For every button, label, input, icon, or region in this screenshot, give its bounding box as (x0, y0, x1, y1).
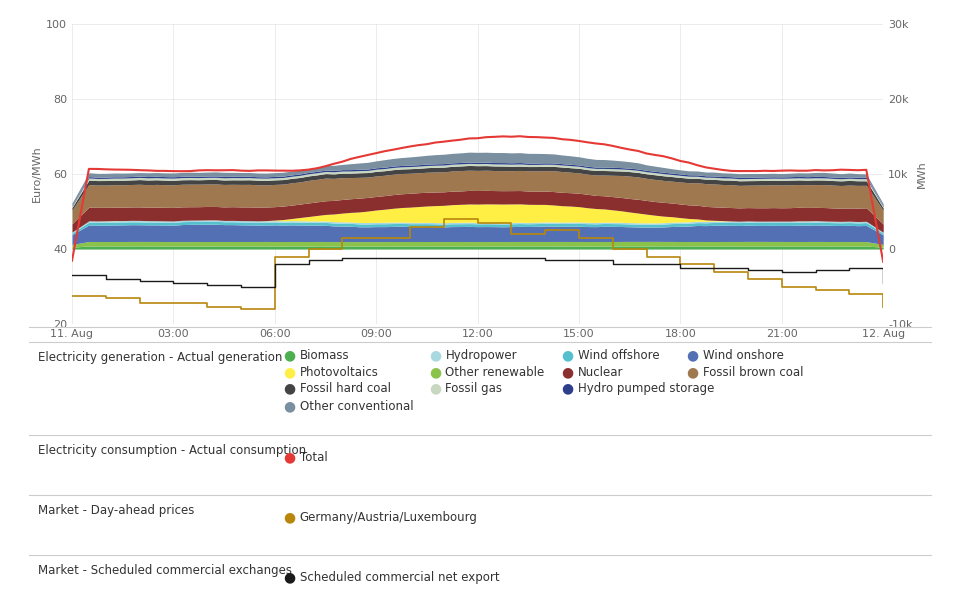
Text: Nuclear: Nuclear (578, 365, 623, 379)
Text: Fossil brown coal: Fossil brown coal (703, 365, 804, 379)
Text: ●: ● (429, 382, 442, 396)
Text: ●: ● (283, 348, 296, 362)
Text: Photovoltaics: Photovoltaics (300, 365, 378, 379)
Text: ●: ● (686, 348, 699, 362)
Text: Fossil gas: Fossil gas (445, 382, 502, 395)
Text: ●: ● (283, 510, 296, 524)
Text: ●: ● (562, 382, 574, 396)
Text: ●: ● (562, 365, 574, 379)
Text: ●: ● (283, 365, 296, 379)
Text: Hydro pumped storage: Hydro pumped storage (578, 382, 714, 395)
Text: ●: ● (283, 570, 296, 584)
Text: Total: Total (300, 451, 327, 464)
Y-axis label: MWh: MWh (917, 160, 926, 188)
Text: ●: ● (283, 399, 296, 413)
Text: Other renewable: Other renewable (445, 365, 544, 379)
Text: ●: ● (429, 365, 442, 379)
Text: Market - Scheduled commercial exchanges: Market - Scheduled commercial exchanges (38, 564, 293, 577)
Text: Other conventional: Other conventional (300, 400, 413, 413)
Text: Wind onshore: Wind onshore (703, 349, 783, 362)
Text: ●: ● (686, 365, 699, 379)
Y-axis label: Euro/MWh: Euro/MWh (32, 146, 42, 202)
Text: Wind offshore: Wind offshore (578, 349, 660, 362)
Text: Biomass: Biomass (300, 349, 349, 362)
Text: Electricity consumption - Actual consumption: Electricity consumption - Actual consump… (38, 444, 306, 457)
Text: ●: ● (283, 382, 296, 396)
Text: Germany/Austria/Luxembourg: Germany/Austria/Luxembourg (300, 511, 477, 524)
Text: Scheduled commercial net export: Scheduled commercial net export (300, 571, 499, 584)
Text: Electricity generation - Actual generation: Electricity generation - Actual generati… (38, 351, 283, 364)
Text: ●: ● (562, 348, 574, 362)
Text: ●: ● (283, 450, 296, 464)
Text: Hydropower: Hydropower (445, 349, 517, 362)
Text: ●: ● (429, 348, 442, 362)
Text: Market - Day-ahead prices: Market - Day-ahead prices (38, 504, 195, 517)
Text: Fossil hard coal: Fossil hard coal (300, 382, 391, 395)
